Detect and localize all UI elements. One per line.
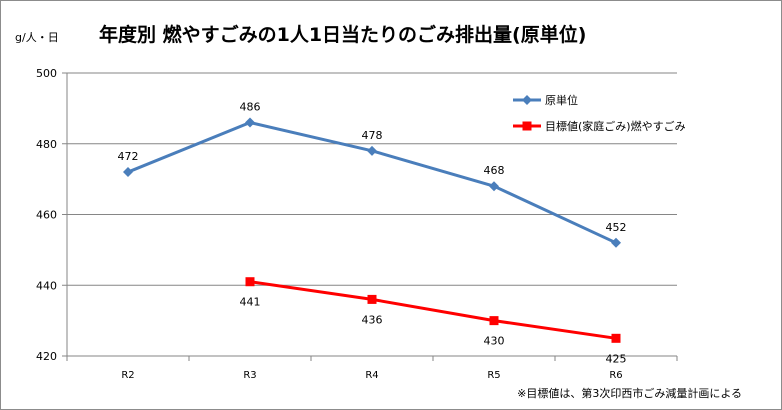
data-label: 478 [362,129,383,142]
y-tick-label: 480 [36,138,57,151]
data-label: 441 [240,296,261,309]
series-target: 441 436 430 425 [240,277,627,365]
data-label: 430 [484,335,505,348]
series-actual: 472 486 478 468 452 [118,101,627,248]
chart-title: 年度別 燃やすごみの1人1日当たりのごみ排出量(原単位) [99,23,586,46]
data-label: 452 [606,221,627,234]
axes [62,72,678,361]
y-tick-label: 420 [36,350,57,363]
x-tick-label: R6 [609,370,622,381]
data-point-diamond [245,117,255,128]
x-tick-label: R5 [487,370,500,381]
legend-label: 原単位 [545,93,578,107]
legend-label: 目標値(家庭ごみ)燃やすごみ [545,119,686,133]
data-point-diamond [489,181,499,192]
footnote: ※目標値は、第3次印西市ごみ減量計画による [517,386,742,400]
data-label: 468 [484,164,505,177]
series-line [249,280,617,340]
data-label: 472 [118,150,139,163]
y-axis-unit-label: g/人・日 [15,31,59,44]
data-point-square [489,316,499,326]
gridlines [67,72,677,286]
data-point-diamond [522,95,532,105]
data-point-diamond [367,145,377,156]
y-tick-label: 440 [36,279,57,292]
x-tick-label: R3 [243,370,256,381]
x-tick-label: R2 [121,370,134,381]
data-point-square [245,277,255,287]
data-label: 425 [606,352,627,365]
series-group: 472 486 478 468 452 441 436 430 425 [118,101,627,366]
data-point-square [367,294,377,304]
y-tick-label: 500 [36,67,57,80]
data-point-diamond [611,237,621,248]
data-point-square [611,333,621,343]
x-tick-labels: R2 R3 R4 R5 R6 [121,370,622,381]
y-tick-label: 460 [36,209,57,222]
data-label: 436 [362,313,383,326]
data-point-diamond [123,167,133,178]
y-tick-labels: 420 440 460 480 500 [36,67,57,363]
data-label: 486 [240,101,261,114]
data-point-square [522,121,532,131]
x-tick-label: R4 [365,370,378,381]
